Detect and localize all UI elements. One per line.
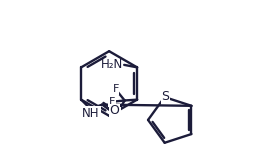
Text: F: F [109,97,115,107]
Text: H₂N: H₂N [101,58,123,70]
Text: F: F [114,108,120,118]
Text: O: O [109,104,119,117]
Text: S: S [162,90,170,103]
Text: F: F [112,84,119,94]
Text: NH: NH [82,107,100,120]
